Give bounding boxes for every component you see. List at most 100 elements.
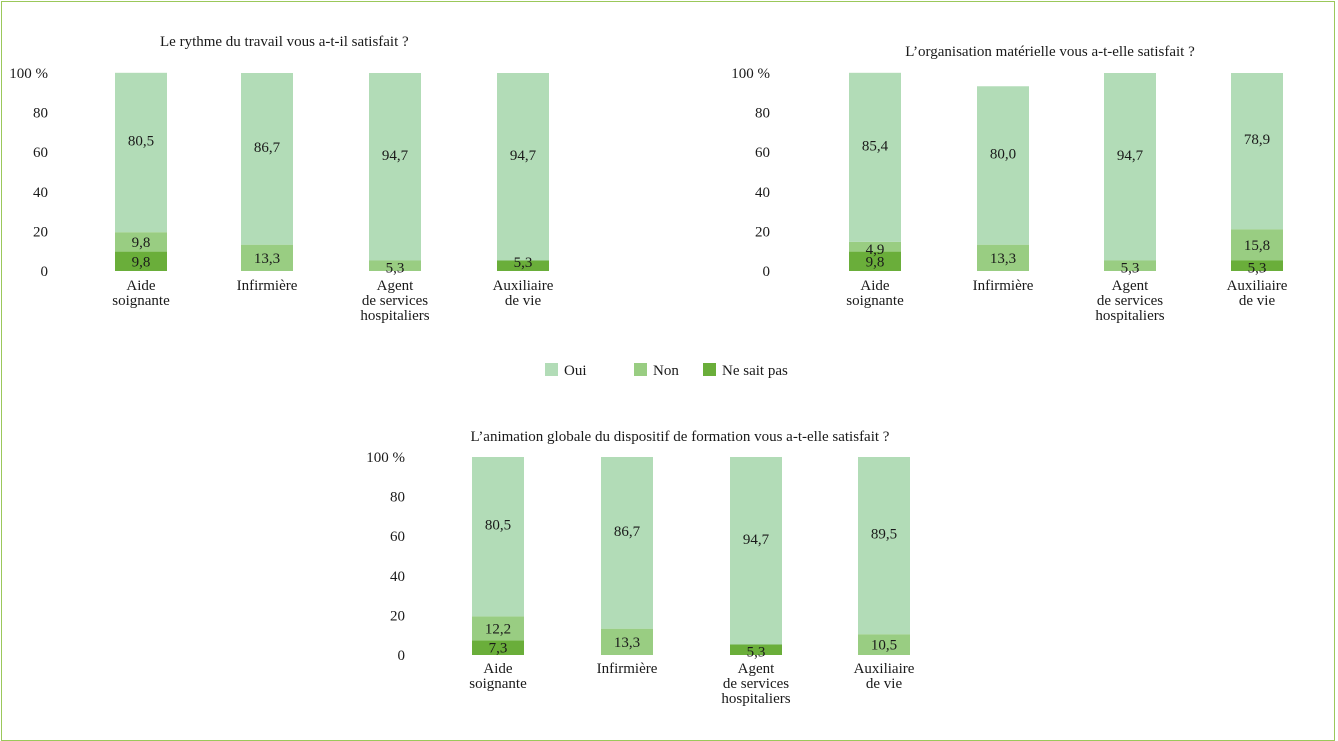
data-label: 85,4 xyxy=(862,138,889,154)
category-label: soignante xyxy=(469,676,527,692)
bar-segment-oui xyxy=(369,73,421,261)
data-label: 94,7 xyxy=(1117,148,1144,164)
legend-label: Non xyxy=(653,363,679,379)
category-label: Infirmière xyxy=(973,278,1034,294)
bar-segment-non xyxy=(369,260,421,271)
data-label: 13,3 xyxy=(254,251,280,267)
category-label: de services xyxy=(723,676,789,692)
data-label: 12,2 xyxy=(485,621,511,637)
y-tick-label: 80 xyxy=(755,106,770,122)
category-label: soignante xyxy=(846,293,904,309)
bar-segment-non xyxy=(472,616,524,641)
chart-organisation-materielle: L’organisation matérielle vous a-t-elle … xyxy=(731,44,1287,324)
category-label: de vie xyxy=(1239,293,1276,309)
category-label: Aide xyxy=(126,278,156,294)
data-label: 9,8 xyxy=(866,254,885,270)
data-label: 10,5 xyxy=(871,638,897,654)
y-tick-label: 100 % xyxy=(9,66,48,82)
bar-segment-non xyxy=(858,634,910,655)
data-label: 94,7 xyxy=(743,532,770,548)
y-tick-label: 20 xyxy=(33,224,48,240)
data-label: 89,5 xyxy=(871,527,897,543)
y-tick-label: 100 % xyxy=(366,450,405,466)
data-label: 80,0 xyxy=(990,146,1016,162)
data-label: 5,3 xyxy=(747,645,766,661)
bar-segment-non xyxy=(849,241,901,252)
category-label: Aide xyxy=(860,278,890,294)
data-label: 15,8 xyxy=(1244,238,1270,254)
bar-segment-nsp xyxy=(472,640,524,655)
category-label: hospitaliers xyxy=(1095,308,1164,324)
data-label: 5,3 xyxy=(386,261,405,277)
y-tick-label: 0 xyxy=(763,264,771,280)
legend-label: Ne sait pas xyxy=(722,363,788,379)
data-label: 94,7 xyxy=(510,148,537,164)
data-label: 9,8 xyxy=(132,254,151,270)
legend-swatch-oui xyxy=(545,363,558,376)
bar-segment-non xyxy=(601,628,653,655)
data-label: 4,9 xyxy=(866,242,885,258)
data-label: 80,5 xyxy=(128,133,154,149)
data-label: 13,3 xyxy=(990,251,1016,267)
category-label: hospitaliers xyxy=(721,691,790,707)
category-label: Agent xyxy=(738,661,775,677)
category-label: de vie xyxy=(505,293,542,309)
y-tick-label: 20 xyxy=(755,224,770,240)
bar-segment-oui xyxy=(497,73,549,261)
category-label: soignante xyxy=(112,293,170,309)
y-tick-label: 40 xyxy=(33,185,48,201)
y-tick-label: 80 xyxy=(33,106,48,122)
bar-segment-nsp xyxy=(497,260,549,271)
y-tick-label: 40 xyxy=(390,569,405,585)
bar-segment-non xyxy=(1104,260,1156,271)
y-tick-label: 100 % xyxy=(731,66,770,82)
data-label: 80,5 xyxy=(485,518,511,534)
bar-segment-oui xyxy=(241,73,293,245)
y-tick-label: 80 xyxy=(390,490,405,506)
bar-segment-oui xyxy=(115,72,167,233)
y-tick-label: 40 xyxy=(755,185,770,201)
data-label: 13,3 xyxy=(614,635,640,651)
y-tick-label: 60 xyxy=(390,529,405,545)
legend-label: Oui xyxy=(564,363,587,379)
bar-segment-oui xyxy=(849,72,901,242)
y-tick-label: 60 xyxy=(755,145,770,161)
data-label: 78,9 xyxy=(1244,132,1270,148)
category-label: Aide xyxy=(483,661,513,677)
category-label: Infirmière xyxy=(237,278,298,294)
data-label: 5,3 xyxy=(514,255,533,271)
chart-title: Le rythme du travail vous a-t-il satisfa… xyxy=(160,34,409,50)
bar-segment-oui xyxy=(858,457,910,635)
bar-segment-nsp xyxy=(849,251,901,271)
category-label: Infirmière xyxy=(597,661,658,677)
bar-segment-non xyxy=(1231,229,1283,261)
category-label: Agent xyxy=(1112,278,1149,294)
bar-segment-nsp xyxy=(1231,260,1283,271)
category-label: de services xyxy=(1097,293,1163,309)
category-label: Auxiliaire xyxy=(1227,278,1288,294)
bar-segment-oui xyxy=(472,457,524,617)
legend: Oui Non Ne sait pas xyxy=(545,363,788,379)
y-tick-label: 0 xyxy=(398,648,406,664)
bar-segment-nsp xyxy=(730,644,782,655)
category-label: de vie xyxy=(866,676,903,692)
y-tick-label: 20 xyxy=(390,608,405,624)
chart-title: L’organisation matérielle vous a-t-elle … xyxy=(905,44,1195,60)
chart-title: L’animation globale du dispositif de for… xyxy=(471,429,890,445)
bar-segment-oui xyxy=(977,86,1029,245)
chart-animation-globale: L’animation globale du dispositif de for… xyxy=(366,429,914,707)
category-label: Agent xyxy=(377,278,414,294)
bar-segment-non xyxy=(977,244,1029,271)
category-label: hospitaliers xyxy=(360,308,429,324)
data-label: 94,7 xyxy=(382,148,409,164)
bar-segment-oui xyxy=(601,457,653,629)
data-label: 5,3 xyxy=(1248,261,1267,277)
bar-segment-non xyxy=(241,244,293,271)
y-tick-label: 60 xyxy=(33,145,48,161)
category-label: Auxiliaire xyxy=(854,661,915,677)
category-label: Auxiliaire xyxy=(493,278,554,294)
bar-segment-non xyxy=(115,232,167,252)
data-label: 86,7 xyxy=(614,524,641,540)
chart-rythme-travail: Le rythme du travail vous a-t-il satisfa… xyxy=(9,34,553,324)
